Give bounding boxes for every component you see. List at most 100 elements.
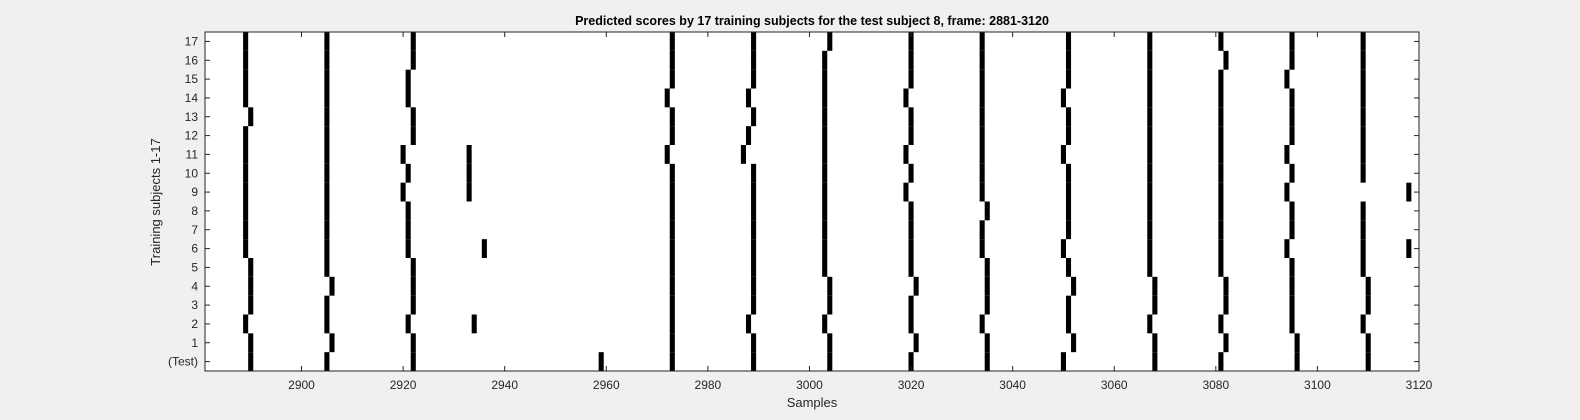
mark-row-12-1 bbox=[324, 126, 330, 145]
mark-row-2-13 bbox=[1360, 314, 1366, 334]
mark-row-15-3 bbox=[669, 69, 675, 89]
y-tick-label: 16 bbox=[185, 53, 199, 67]
mark-row-15-8 bbox=[1065, 69, 1072, 89]
mark-row-11-5 bbox=[740, 145, 746, 164]
mark-row-5-7 bbox=[984, 258, 990, 277]
mark-row-4-2 bbox=[410, 276, 416, 296]
y-axis-title: Training subjects 1-17 bbox=[148, 138, 163, 265]
mark-row-15-6 bbox=[908, 69, 914, 89]
mark-row-2-7 bbox=[908, 314, 914, 334]
mark-row-17-10 bbox=[1218, 32, 1224, 51]
mark-row-9-2 bbox=[400, 182, 406, 202]
mark-row-13-12 bbox=[1360, 107, 1366, 127]
mark-row-4-4 bbox=[751, 276, 757, 296]
mark-row-7-11 bbox=[1289, 220, 1295, 240]
mark-row-10-7 bbox=[908, 163, 914, 183]
mark-row-test-8 bbox=[984, 352, 990, 371]
mark-row-2-11 bbox=[1218, 314, 1224, 334]
mark-row-17-4 bbox=[751, 32, 757, 51]
mark-row-12-8 bbox=[1065, 126, 1072, 145]
mark-row-14-8 bbox=[1060, 88, 1066, 108]
mark-row-6-2 bbox=[405, 239, 411, 258]
mark-row-4-5 bbox=[827, 276, 833, 296]
mark-row-12-9 bbox=[1147, 126, 1153, 145]
mark-row-7-5 bbox=[822, 220, 828, 240]
mark-row-10-10 bbox=[1147, 163, 1153, 183]
mark-row-10-4 bbox=[669, 163, 675, 183]
mark-row-8-4 bbox=[751, 201, 757, 221]
mark-row-16-12 bbox=[1360, 50, 1366, 70]
mark-row-6-7 bbox=[908, 239, 914, 258]
mark-row-17-8 bbox=[1065, 32, 1072, 51]
y-tick-label: 8 bbox=[191, 204, 198, 218]
mark-row-9-3 bbox=[466, 182, 472, 202]
mark-row-5-1 bbox=[324, 258, 330, 277]
mark-row-15-5 bbox=[822, 69, 828, 89]
mark-row-12-7 bbox=[979, 126, 985, 145]
chart-title: Predicted scores by 17 training subjects… bbox=[575, 14, 1049, 28]
y-tick-label: (Test) bbox=[168, 355, 198, 369]
mark-row-10-1 bbox=[324, 163, 330, 183]
mark-row-14-9 bbox=[1147, 88, 1153, 108]
mark-row-10-2 bbox=[405, 163, 411, 183]
mark-row-test-5 bbox=[751, 352, 757, 371]
mark-row-16-3 bbox=[669, 50, 675, 70]
mark-row-6-14 bbox=[1406, 239, 1412, 258]
mark-row-12-5 bbox=[822, 126, 828, 145]
mark-row-7-10 bbox=[1218, 220, 1224, 240]
x-axis: 2900 2920 2940 2960 2980 3000 3020 3040 3060 3080… bbox=[288, 32, 1433, 392]
mark-row-15-7 bbox=[979, 69, 985, 89]
y-tick-label: 11 bbox=[186, 147, 199, 161]
mark-row-8-1 bbox=[324, 201, 330, 221]
mark-row-10-3 bbox=[466, 163, 472, 183]
y-tick-label: 6 bbox=[191, 242, 198, 256]
y-tick-label: 1 bbox=[191, 336, 198, 350]
mark-row-15-12 bbox=[1360, 69, 1366, 89]
x-tick-label: 2920 bbox=[390, 378, 417, 392]
mark-row-15-4 bbox=[751, 69, 757, 89]
mark-row-test-4 bbox=[669, 352, 675, 371]
mark-row-2-5 bbox=[745, 314, 752, 334]
mark-row-16-5 bbox=[822, 50, 828, 70]
mark-row-8-3 bbox=[669, 201, 675, 221]
mark-row-3-8 bbox=[1065, 295, 1072, 315]
mark-row-4-12 bbox=[1365, 276, 1371, 296]
mark-row-16-0 bbox=[243, 50, 249, 70]
mark-row-16-11 bbox=[1289, 50, 1295, 70]
mark-row-12-4 bbox=[745, 126, 752, 145]
mark-row-17-6 bbox=[908, 32, 914, 51]
mark-row-7-2 bbox=[405, 220, 411, 240]
mark-row-13-6 bbox=[908, 107, 914, 127]
x-tick-label: 3060 bbox=[1101, 378, 1128, 392]
y-tick-label: 3 bbox=[191, 298, 198, 312]
mark-row-9-9 bbox=[1065, 182, 1072, 202]
mark-row-4-8 bbox=[1071, 276, 1077, 296]
mark-row-17-11 bbox=[1289, 32, 1295, 51]
mark-row-16-8 bbox=[1065, 50, 1072, 70]
mark-row-16-4 bbox=[751, 50, 757, 70]
mark-row-14-11 bbox=[1289, 88, 1295, 108]
mark-row-15-1 bbox=[324, 69, 330, 89]
mark-row-11-3 bbox=[466, 145, 472, 164]
mark-row-5-6 bbox=[908, 258, 914, 277]
x-tick-label: 3080 bbox=[1202, 378, 1229, 392]
plot-area bbox=[205, 32, 1419, 371]
mark-row-7-12 bbox=[1360, 220, 1366, 240]
mark-row-3-5 bbox=[827, 295, 833, 315]
mark-row-16-1 bbox=[324, 50, 330, 70]
mark-row-10-12 bbox=[1289, 163, 1295, 183]
mark-row-17-3 bbox=[669, 32, 675, 51]
mark-row-13-0 bbox=[248, 107, 254, 127]
mark-row-1-5 bbox=[827, 333, 833, 353]
mark-row-16-2 bbox=[410, 50, 416, 70]
mark-row-1-9 bbox=[1152, 333, 1158, 353]
mark-row-5-11 bbox=[1289, 258, 1295, 277]
mark-row-11-6 bbox=[822, 145, 828, 164]
x-tick-label: 3040 bbox=[999, 378, 1026, 392]
mark-row-17-12 bbox=[1360, 32, 1366, 51]
mark-row-1-0 bbox=[248, 333, 254, 353]
mark-row-9-11 bbox=[1218, 182, 1224, 202]
mark-row-14-6 bbox=[903, 88, 909, 108]
mark-row-8-6 bbox=[908, 201, 914, 221]
